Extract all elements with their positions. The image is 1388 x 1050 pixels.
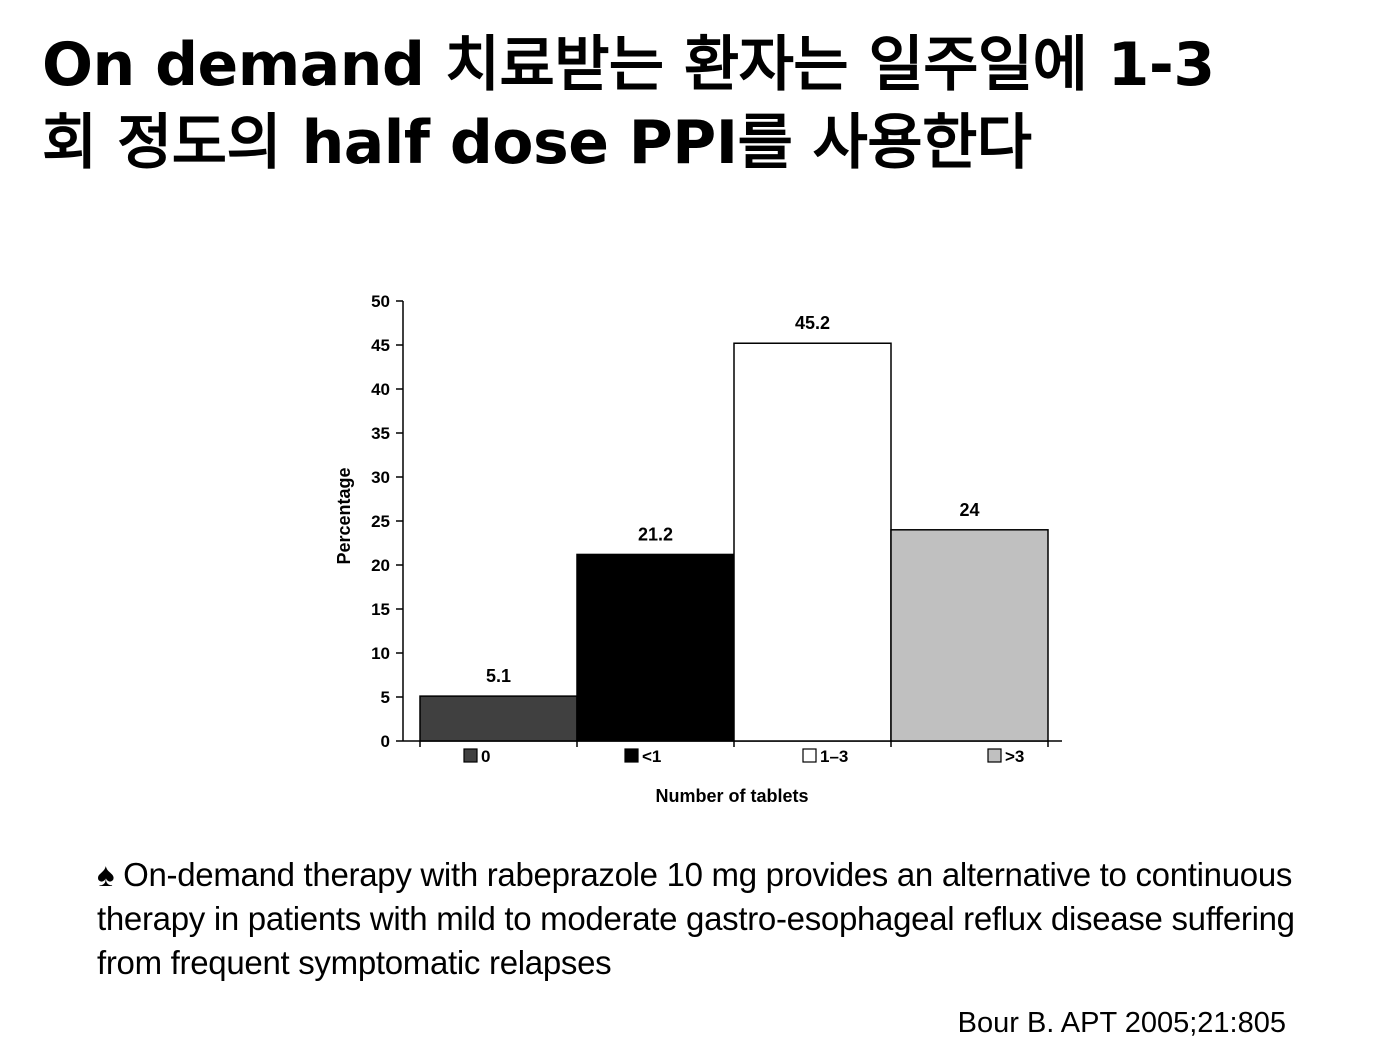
y-tick-label: 35	[371, 424, 390, 443]
note-text: On-demand therapy with rabeprazole 10 mg…	[97, 856, 1295, 981]
legend-swatch	[624, 748, 639, 763]
legend-swatch	[802, 748, 817, 763]
bar-1	[576, 553, 735, 742]
y-tick-label: 45	[371, 336, 390, 355]
y-tick-label: 10	[371, 644, 390, 663]
category-label: 1–3	[820, 747, 848, 766]
y-tick-label: 5	[381, 688, 390, 707]
bullet-note: ♠ On-demand therapy with rabeprazole 10 …	[97, 853, 1327, 985]
legend-swatch	[987, 748, 1002, 763]
y-tick-label: 0	[381, 732, 390, 751]
bar-3	[890, 529, 1049, 742]
y-tick-label: 50	[371, 292, 390, 311]
data-label: 24	[959, 500, 979, 520]
y-axis-title: Percentage	[334, 467, 354, 564]
title-line-2: 회 정도의 half dose PPI를 사용한다	[42, 108, 1032, 178]
y-tick-label: 20	[371, 556, 390, 575]
category-label: >3	[1005, 747, 1024, 766]
data-label: 21.2	[638, 524, 673, 544]
data-label: 5.1	[486, 666, 511, 686]
citation: Bour B. APT 2005;21:805	[957, 1007, 1286, 1039]
spade-icon: ♠	[97, 856, 115, 893]
y-tick-label: 15	[371, 600, 390, 619]
category-label: <1	[642, 747, 661, 766]
y-tick-label: 25	[371, 512, 390, 531]
category-label: 0	[481, 747, 490, 766]
title-line-1: On demand 치료받는 환자는 일주일에 1-3	[42, 30, 1215, 100]
bar-2	[733, 342, 892, 742]
y-tick-label: 30	[371, 468, 390, 487]
x-axis-title: Number of tablets	[655, 786, 808, 806]
data-label: 45.2	[795, 313, 830, 333]
y-tick-label: 40	[371, 380, 390, 399]
slide-title: On demand 치료받는 환자는 일주일에 1-3 회 정도의 half d…	[42, 26, 1362, 182]
bar-0	[419, 695, 578, 742]
legend-swatch	[463, 748, 478, 763]
